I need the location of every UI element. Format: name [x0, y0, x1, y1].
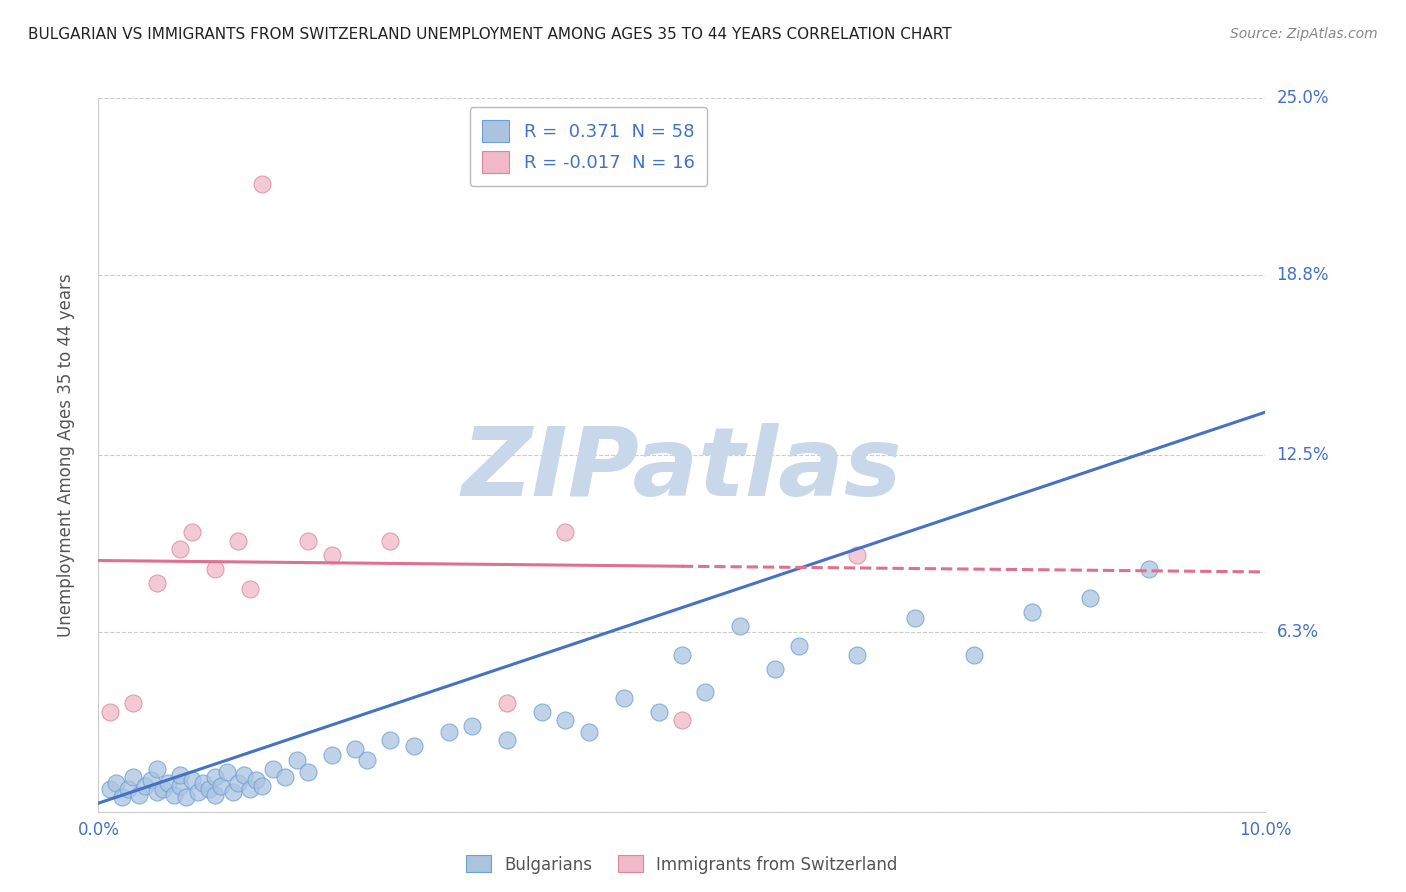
- Point: [695, 685, 717, 699]
- Point: [962, 648, 984, 662]
- Point: [104, 776, 127, 790]
- Point: [239, 781, 262, 796]
- Point: [437, 724, 460, 739]
- Point: [612, 690, 634, 705]
- Point: [98, 781, 121, 796]
- Point: [402, 739, 425, 753]
- Point: [221, 785, 243, 799]
- Point: [180, 773, 202, 788]
- Point: [122, 696, 145, 710]
- Point: [647, 705, 669, 719]
- Point: [356, 753, 378, 767]
- Point: [250, 779, 273, 793]
- Point: [134, 779, 156, 793]
- Point: [233, 767, 256, 781]
- Point: [250, 177, 273, 191]
- Text: 18.8%: 18.8%: [1277, 266, 1329, 284]
- Point: [495, 733, 517, 747]
- Point: [461, 719, 484, 733]
- Text: 12.5%: 12.5%: [1277, 446, 1329, 464]
- Point: [180, 524, 202, 539]
- Point: [578, 724, 600, 739]
- Point: [904, 610, 927, 624]
- Point: [204, 788, 226, 802]
- Point: [146, 762, 169, 776]
- Point: [378, 533, 402, 548]
- Point: [321, 548, 343, 562]
- Point: [98, 705, 121, 719]
- Point: [285, 753, 308, 767]
- Point: [152, 781, 174, 796]
- Point: [262, 762, 284, 776]
- Point: [187, 785, 209, 799]
- Point: [198, 781, 221, 796]
- Point: [169, 542, 191, 557]
- Point: [274, 771, 297, 785]
- Point: [1080, 591, 1102, 605]
- Point: [495, 696, 517, 710]
- Text: BULGARIAN VS IMMIGRANTS FROM SWITZERLAND UNEMPLOYMENT AMONG AGES 35 TO 44 YEARS : BULGARIAN VS IMMIGRANTS FROM SWITZERLAND…: [28, 27, 952, 42]
- Point: [204, 771, 226, 785]
- Y-axis label: Unemployment Among Ages 35 to 44 years: Unemployment Among Ages 35 to 44 years: [56, 273, 75, 637]
- Point: [146, 785, 169, 799]
- Point: [845, 648, 868, 662]
- Point: [193, 776, 215, 790]
- Point: [845, 548, 868, 562]
- Point: [228, 533, 250, 548]
- Point: [530, 705, 553, 719]
- Point: [117, 781, 139, 796]
- Point: [215, 764, 238, 779]
- Point: [730, 619, 752, 633]
- Point: [763, 662, 786, 676]
- Point: [297, 764, 319, 779]
- Point: [209, 779, 232, 793]
- Point: [163, 788, 186, 802]
- Point: [111, 790, 134, 805]
- Point: [228, 776, 250, 790]
- Point: [245, 773, 267, 788]
- Point: [321, 747, 343, 762]
- Text: 6.3%: 6.3%: [1277, 623, 1319, 640]
- Point: [122, 771, 145, 785]
- Point: [554, 714, 576, 728]
- Point: [378, 733, 402, 747]
- Point: [787, 639, 810, 653]
- Text: ZIPatlas: ZIPatlas: [461, 423, 903, 516]
- Point: [157, 776, 180, 790]
- Point: [671, 714, 693, 728]
- Point: [344, 742, 367, 756]
- Point: [174, 790, 197, 805]
- Point: [169, 779, 191, 793]
- Point: [1137, 562, 1160, 576]
- Point: [671, 648, 693, 662]
- Point: [1021, 605, 1043, 619]
- Point: [239, 582, 262, 596]
- Point: [204, 562, 226, 576]
- Point: [554, 524, 576, 539]
- Text: 25.0%: 25.0%: [1277, 89, 1329, 107]
- Point: [139, 773, 162, 788]
- Point: [128, 788, 150, 802]
- Text: Source: ZipAtlas.com: Source: ZipAtlas.com: [1230, 27, 1378, 41]
- Legend: Bulgarians, Immigrants from Switzerland: Bulgarians, Immigrants from Switzerland: [458, 847, 905, 882]
- Point: [169, 767, 191, 781]
- Point: [297, 533, 319, 548]
- Point: [146, 576, 169, 591]
